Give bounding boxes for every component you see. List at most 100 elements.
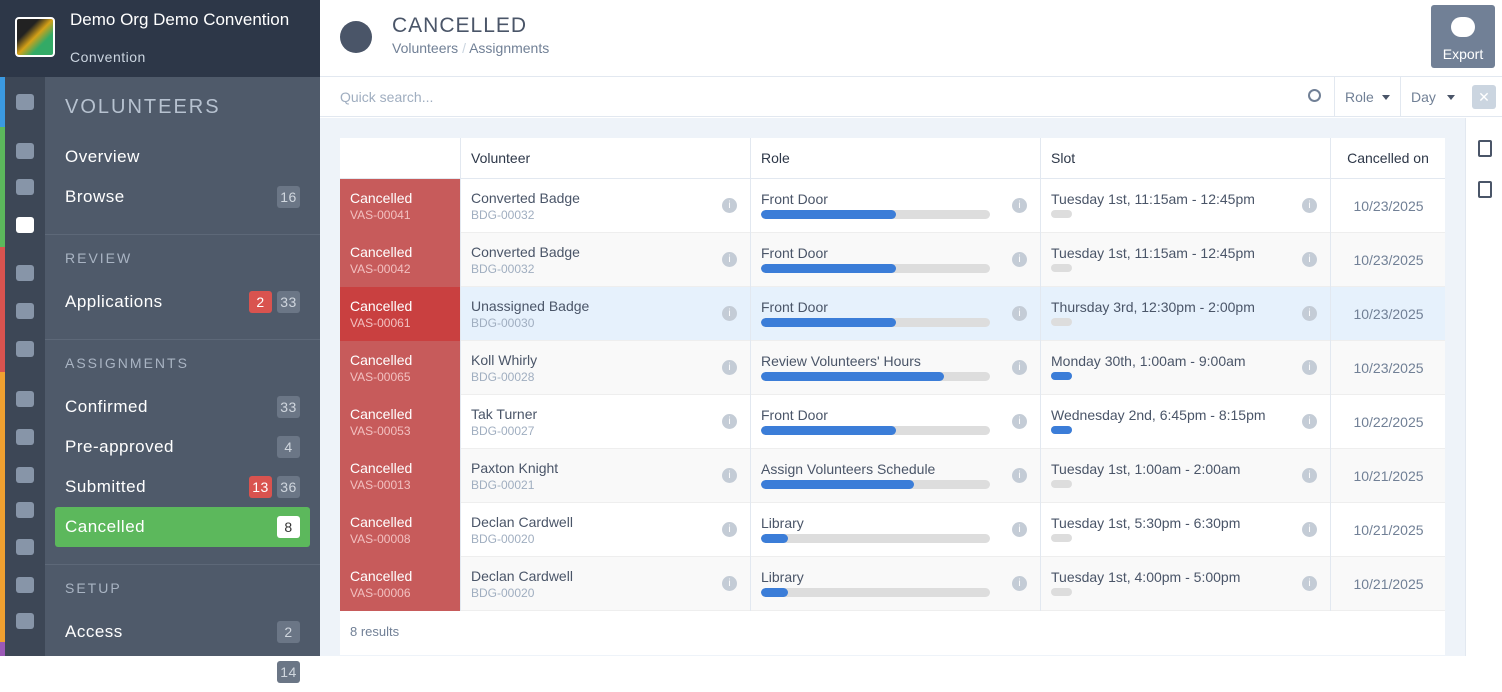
table-row[interactable]: Cancelled VAS-00008 Declan Cardwell BDG-000… xyxy=(340,503,1445,557)
info-icon[interactable]: i xyxy=(1012,198,1027,213)
info-icon[interactable]: i xyxy=(1302,414,1317,429)
info-icon[interactable]: i xyxy=(722,306,737,321)
table-row[interactable]: Cancelled VAS-00042 Converted Badge BDG-000… xyxy=(340,233,1445,287)
slot-progress-track xyxy=(1051,480,1072,488)
group-heading: SETUP xyxy=(65,580,122,596)
breadcrumb-link[interactable]: Assignments xyxy=(469,40,550,56)
clear-button[interactable]: ✕ xyxy=(1472,85,1496,109)
info-icon[interactable]: i xyxy=(722,360,737,375)
nav-item[interactable]: Applications 33 2 xyxy=(55,282,310,322)
nav-icon[interactable] xyxy=(16,577,34,593)
nav-item[interactable]: Confirmed 33 xyxy=(55,387,310,427)
role-filter[interactable]: Role xyxy=(1334,77,1400,117)
slot-time: Monday 30th, 1:00am - 9:00am xyxy=(1051,353,1246,369)
info-icon[interactable]: i xyxy=(1302,360,1317,375)
day-filter[interactable]: Day xyxy=(1400,77,1465,117)
volunteer-name: Converted Badge xyxy=(471,244,580,260)
page-title: CANCELLED xyxy=(392,14,528,37)
status: Cancelled xyxy=(350,298,413,314)
nav-label: Overview xyxy=(65,147,140,166)
table-row[interactable]: Cancelled VAS-00006 Declan Cardwell BDG-000… xyxy=(340,557,1445,611)
bookmark-icon[interactable] xyxy=(1478,140,1492,157)
date-cell: 10/23/2025 xyxy=(1330,341,1445,395)
header-cell: Role xyxy=(750,138,1040,179)
info-icon[interactable]: i xyxy=(722,522,737,537)
nav-icon[interactable] xyxy=(16,217,34,233)
info-icon[interactable]: i xyxy=(722,576,737,591)
strip xyxy=(0,127,5,247)
note-icon[interactable] xyxy=(1478,181,1492,198)
table-row[interactable]: Cancelled VAS-00013 Paxton Knight BDG-00021… xyxy=(340,449,1445,503)
count-badge: 16 xyxy=(277,186,300,208)
info-icon[interactable]: i xyxy=(1012,252,1027,267)
nav-icon[interactable] xyxy=(16,94,34,110)
nav-label: Access xyxy=(65,622,123,641)
date-cell: 10/21/2025 xyxy=(1330,557,1445,611)
info-icon[interactable]: i xyxy=(1012,414,1027,429)
status: Cancelled xyxy=(350,460,413,476)
info-icon[interactable]: i xyxy=(722,414,737,429)
info-icon[interactable]: i xyxy=(1012,306,1027,321)
nav-icon[interactable] xyxy=(16,391,34,407)
role-progress-track xyxy=(761,372,990,381)
info-icon[interactable]: i xyxy=(1302,306,1317,321)
volunteer-cell: Converted Badge BDG-00032 i xyxy=(460,179,750,233)
status: Cancelled xyxy=(350,514,413,530)
info-icon[interactable]: i xyxy=(1302,468,1317,483)
role-progress-track xyxy=(761,534,990,543)
info-icon[interactable]: i xyxy=(722,252,737,267)
role-name: Review Volunteers' Hours xyxy=(761,353,921,369)
strip xyxy=(0,642,5,656)
export-button[interactable]: Export xyxy=(1431,5,1495,68)
role-progress-track xyxy=(761,264,990,273)
volunteer-cell: Tak Turner BDG-00027 i xyxy=(460,395,750,449)
nav-icon[interactable] xyxy=(16,143,34,159)
nav-icon[interactable] xyxy=(16,303,34,319)
search-input[interactable]: Quick search... xyxy=(340,89,434,105)
nav-item[interactable]: Browse 16 xyxy=(55,177,310,217)
nav-icon[interactable] xyxy=(16,502,34,518)
brand[interactable]: Demo Org Demo Convention Convention xyxy=(0,0,320,77)
nav-icon[interactable] xyxy=(16,613,34,629)
nav-item[interactable]: Roles 14 xyxy=(55,652,310,692)
filter-label: Role xyxy=(1345,89,1374,105)
nav-icon[interactable] xyxy=(16,539,34,555)
cancelled-date: 10/22/2025 xyxy=(1353,414,1424,430)
nav-item[interactable]: Submitted 36 13 xyxy=(55,467,310,507)
info-icon[interactable]: i xyxy=(1012,522,1027,537)
nav-item[interactable]: Cancelled 8 xyxy=(55,507,310,547)
table-row[interactable]: Cancelled VAS-00065 Koll Whirly BDG-00028 i R… xyxy=(340,341,1445,395)
nav-item[interactable]: Access 2 xyxy=(55,612,310,652)
status-cell: Cancelled VAS-00053 xyxy=(340,395,460,449)
table: 8 results Volunteer Role Slot Cancelled on C… xyxy=(340,138,1445,655)
info-icon[interactable]: i xyxy=(1012,468,1027,483)
status: Cancelled xyxy=(350,352,413,368)
info-icon[interactable]: i xyxy=(722,198,737,213)
info-icon[interactable]: i xyxy=(722,468,737,483)
nav-item[interactable]: Pre-approved 4 xyxy=(55,427,310,467)
info-icon[interactable]: i xyxy=(1302,576,1317,591)
search-icon[interactable] xyxy=(1308,89,1321,102)
nav-item[interactable]: Overview xyxy=(55,137,310,177)
table-row[interactable]: Cancelled VAS-00053 Tak Turner BDG-00027 i Fr… xyxy=(340,395,1445,449)
nav-icon[interactable] xyxy=(16,467,34,483)
role-name: Library xyxy=(761,515,804,531)
info-icon[interactable]: i xyxy=(1302,198,1317,213)
info-icon[interactable]: i xyxy=(1012,360,1027,375)
table-row[interactable]: Cancelled VAS-00041 Converted Badge BDG-000… xyxy=(340,179,1445,233)
info-icon[interactable]: i xyxy=(1302,522,1317,537)
table-row[interactable]: Cancelled VAS-00061 Unassigned Badge BDG-00… xyxy=(340,287,1445,341)
header-icon xyxy=(340,21,372,53)
slot-time: Tuesday 1st, 4:00pm - 5:00pm xyxy=(1051,569,1241,585)
nav-icon[interactable] xyxy=(16,265,34,281)
volunteer-name: Unassigned Badge xyxy=(471,298,590,314)
slot-progress xyxy=(1051,372,1072,380)
nav-icon[interactable] xyxy=(16,179,34,195)
breadcrumb-link[interactable]: Volunteers xyxy=(392,40,459,56)
nav-icon[interactable] xyxy=(16,429,34,445)
info-icon[interactable]: i xyxy=(1012,576,1027,591)
role-progress-track xyxy=(761,318,990,327)
info-icon[interactable]: i xyxy=(1302,252,1317,267)
nav-icon[interactable] xyxy=(16,341,34,357)
role-progress xyxy=(761,588,789,597)
